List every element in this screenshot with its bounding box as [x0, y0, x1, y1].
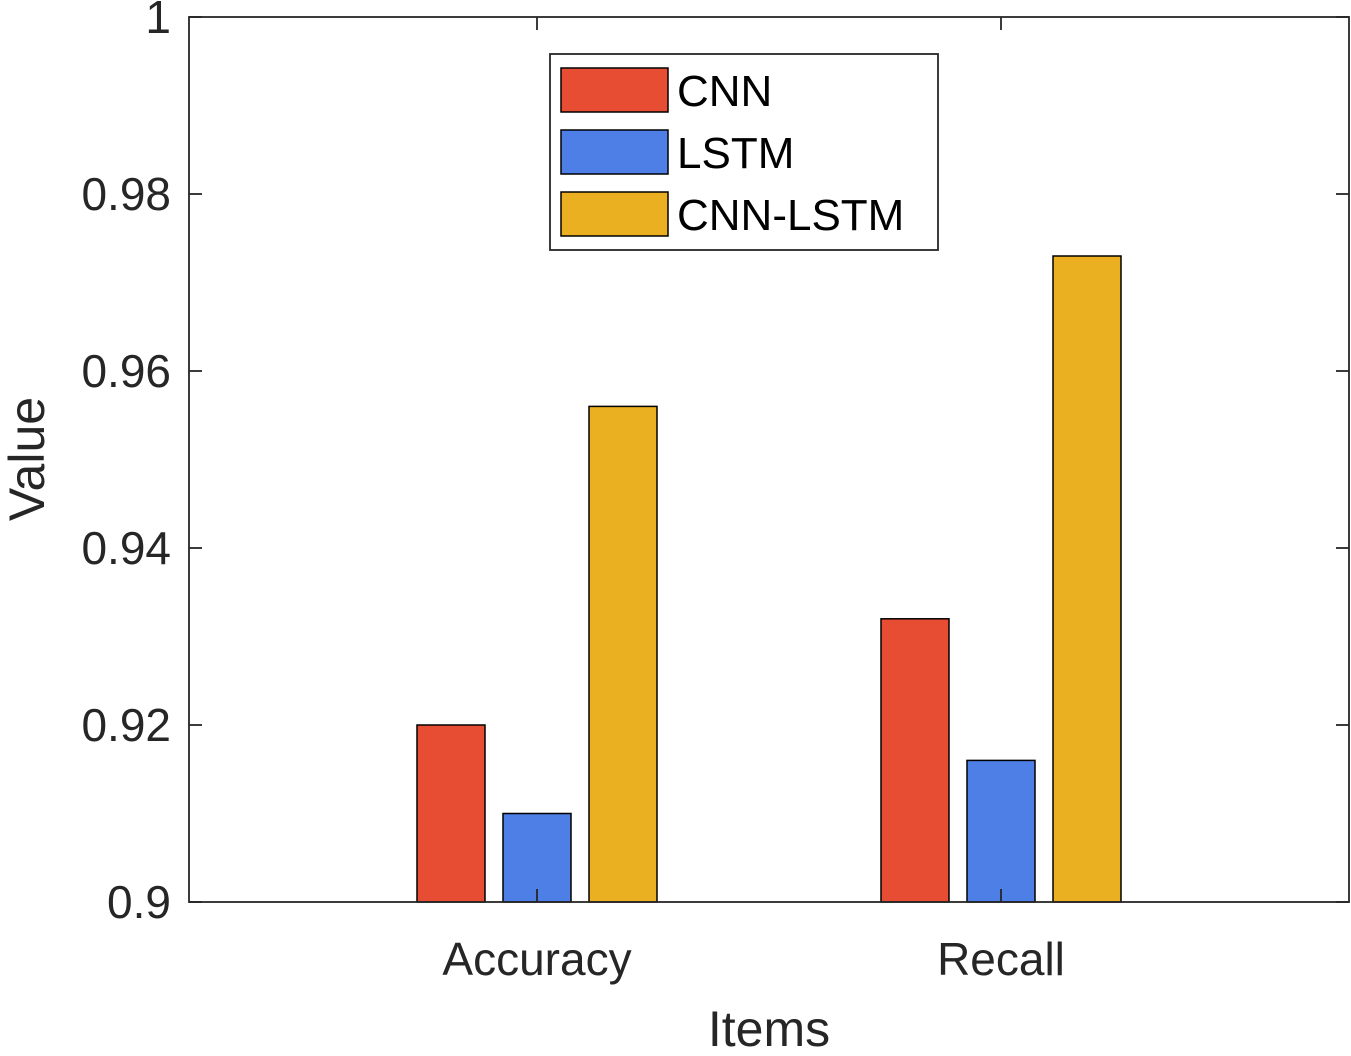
- y-tick-label: 1: [145, 0, 171, 43]
- y-tick-label: 0.92: [81, 699, 171, 751]
- y-tick-label: 0.9: [107, 876, 171, 928]
- axes-frame: [188, 16, 1350, 903]
- x-axis-ticks: Accuracy Recall: [442, 17, 1065, 985]
- bar-cnn-lstm-accuracy: [588, 405, 658, 903]
- y-axis-ticks: 0.9 0.92 0.94 0.96 0.98 1: [81, 0, 1349, 928]
- y-tick-label: 0.94: [81, 522, 171, 574]
- legend-swatch-cnn-lstm: [560, 191, 669, 237]
- legend-label-cnn-lstm: CNN-LSTM: [677, 191, 904, 240]
- y-tick-label: 0.98: [81, 168, 171, 220]
- x-tick-label: Recall: [937, 933, 1065, 985]
- bar-lstm-recall: [966, 759, 1036, 903]
- bar-cnn-accuracy: [416, 724, 486, 903]
- bar-lstm-accuracy: [502, 812, 572, 903]
- bar-cnn-recall: [880, 618, 950, 903]
- plot-frame: [188, 16, 1350, 903]
- bar-cnn-lstm-recall: [1052, 255, 1122, 903]
- x-axis-label: Items: [708, 1001, 830, 1051]
- x-tick-label: Accuracy: [442, 933, 631, 985]
- legend-swatch-cnn: [560, 67, 669, 113]
- y-axis-label: Value: [0, 397, 55, 521]
- y-tick-label: 0.96: [81, 345, 171, 397]
- legend-swatch-lstm: [560, 129, 669, 175]
- legend: CNN LSTM CNN-LSTM: [549, 53, 939, 251]
- legend-label-cnn: CNN: [677, 67, 772, 116]
- bars-layer: [416, 255, 1122, 903]
- legend-label-lstm: LSTM: [677, 129, 794, 178]
